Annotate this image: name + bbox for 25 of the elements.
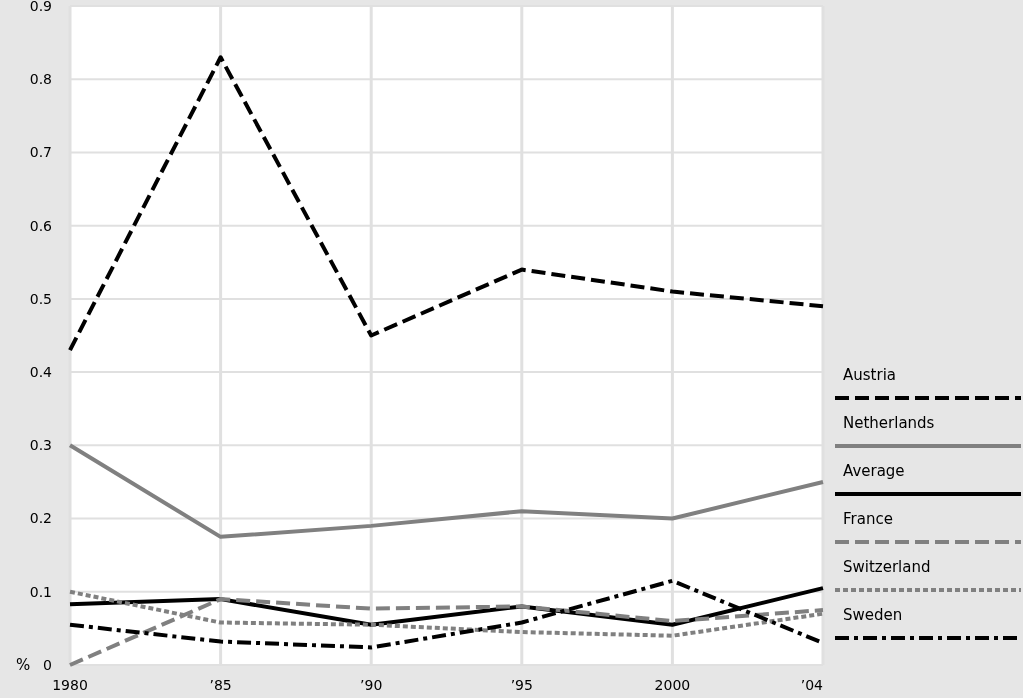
y-tick-label: 0.6 (29, 217, 53, 234)
x-tick-label: ’90 (360, 677, 383, 693)
y-axis-title: % (16, 656, 31, 675)
x-tick-label: ’95 (510, 677, 533, 693)
x-tick-label: ’85 (209, 677, 232, 693)
x-tick-label: 1980 (52, 677, 88, 693)
line-series (68, 55, 825, 353)
y-tick-label: 0.5 (29, 290, 52, 307)
y-tick-label: 0.9 (29, 0, 52, 14)
y-tick-label: 0 (43, 656, 52, 673)
text: Netherlands (843, 414, 935, 432)
text: Austria (843, 366, 896, 384)
y-tick-label: 0.8 (29, 71, 52, 88)
y-tick-label: 0.1 (29, 583, 52, 600)
series-label: Sweden (843, 606, 903, 624)
y-tick-label: 0.2 (29, 510, 52, 527)
line-series (68, 443, 825, 539)
y-tick-label: 0.7 (29, 144, 52, 161)
x-tick-label: ’04 (800, 677, 824, 693)
y-tick-label: 0.4 (29, 364, 53, 381)
text: France (843, 510, 893, 528)
x-tick-label: 2000 (654, 677, 691, 693)
text: Switzerland (843, 558, 931, 576)
y-tick-label: 0.3 (29, 437, 52, 454)
text: Average (843, 462, 905, 480)
